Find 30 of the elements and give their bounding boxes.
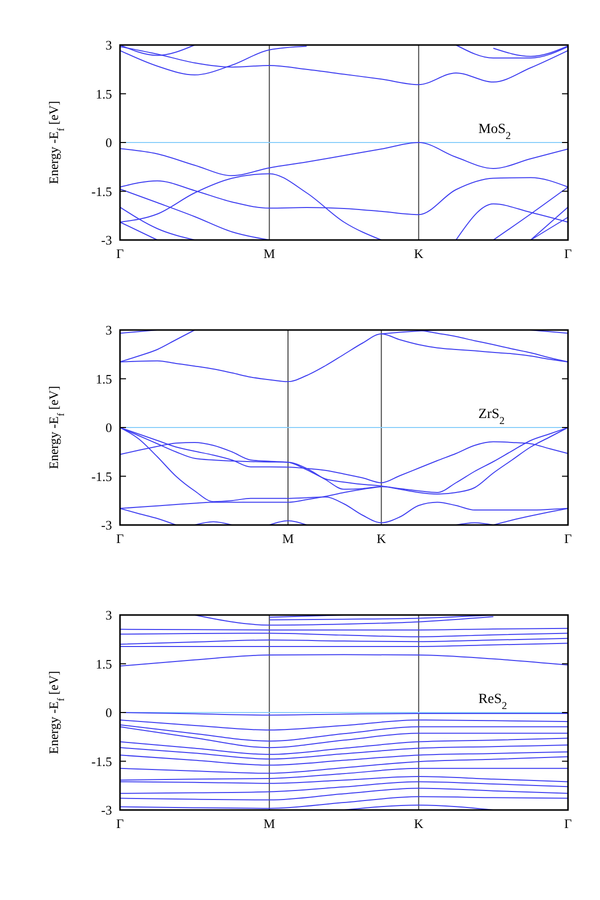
x-tick-label: K: [414, 816, 424, 831]
y-tick-label: -1.5: [91, 184, 112, 199]
x-tick-label: Γ: [116, 816, 124, 831]
y-tick-label: -1.5: [91, 754, 112, 769]
y-tick-label: 1.5: [96, 86, 112, 102]
y-tick-label: 3: [106, 322, 112, 338]
y-tick-label: 3: [106, 38, 112, 53]
y-tick-label: -3: [101, 802, 112, 818]
x-tick-label: Γ: [564, 816, 572, 831]
x-tick-label: M: [264, 246, 276, 261]
y-tick-label: -3: [101, 518, 112, 533]
y-tick-label: 0: [106, 705, 112, 720]
annotation: ZrS$_{2}$: [478, 406, 505, 426]
y-tick-label: -1.5: [91, 468, 112, 484]
x-tick-label: M: [264, 816, 276, 831]
x-tick-label: K: [414, 246, 424, 261]
y-tick-label: 0: [106, 420, 112, 436]
annotation: ReS$_{2}$: [478, 692, 507, 712]
x-tick-label: Γ: [116, 531, 124, 546]
x-tick-label: Γ: [564, 246, 572, 261]
annotation: MoS$_{2}$: [478, 122, 511, 142]
y-tick-label: -3: [101, 232, 112, 248]
y-tick-label: 1.5: [96, 656, 112, 672]
x-tick-label: Γ: [564, 531, 572, 546]
x-tick-label: Γ: [116, 246, 124, 261]
y-tick-label: 1.5: [96, 371, 112, 386]
x-tick-label: M: [282, 531, 294, 546]
x-tick-label: K: [376, 531, 387, 546]
y-tick-label: 3: [106, 608, 112, 623]
y-tick-label: 0: [106, 135, 112, 150]
